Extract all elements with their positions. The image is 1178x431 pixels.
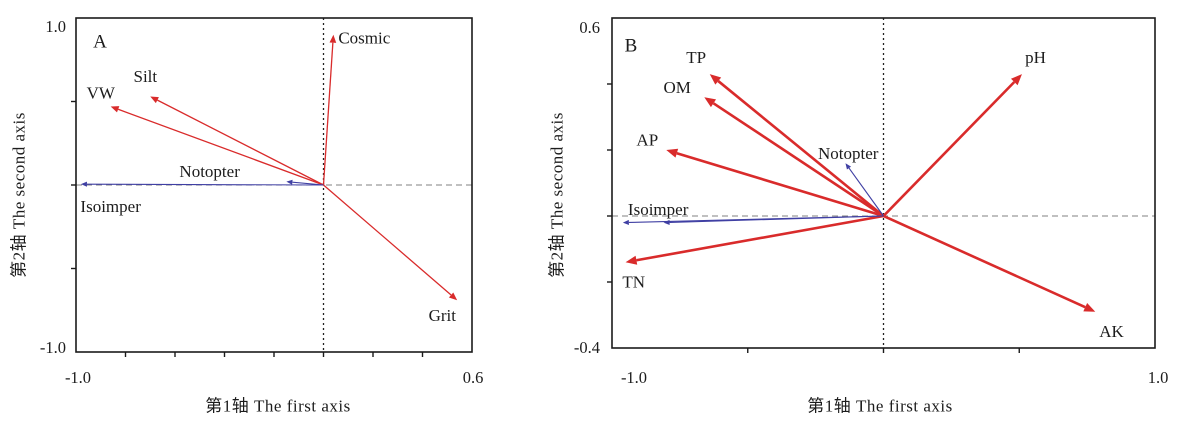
env-arrow-label-AK: AK — [1099, 322, 1124, 341]
env-arrow-head-AP — [666, 148, 679, 158]
species-arrow-shaft-Isoimper — [86, 183, 324, 186]
env-arrow-head-TP — [709, 74, 722, 85]
env-arrow-label-VW: VW — [87, 84, 116, 103]
panel-b-y-axis-title: 第2轴 The second axis — [547, 112, 567, 278]
panel-a-letter: A — [93, 31, 107, 53]
panel-a-y-axis-title: 第2轴 The second axis — [9, 112, 29, 278]
panel-b-ytick-top: 0.6 — [579, 17, 600, 37]
env-arrow-shaft-TN — [636, 214, 884, 262]
env-arrow-shaft-AK — [882, 214, 1086, 309]
env-arrow-label-OM: OM — [663, 78, 690, 97]
env-arrow-head-AK — [1083, 302, 1096, 312]
species-arrow-label-Notopter: Notopter — [179, 162, 240, 181]
species-arrow-shaft-Notopter — [848, 167, 884, 217]
panel-b-xtick-left: -1.0 — [620, 368, 648, 387]
panel-a-ytick-bottom: -1.0 — [39, 337, 66, 357]
panel-b-x-axis-title: 第1轴 The first axis — [807, 396, 953, 416]
env-arrow-head-TN — [625, 255, 638, 265]
env-arrow-head-pH — [1010, 74, 1022, 86]
env-arrow-label-TN: TN — [622, 273, 645, 292]
env-arrow-head-Cosmic — [329, 34, 337, 43]
env-arrow-shaft-pH — [882, 81, 1016, 217]
env-arrow-shaft-Silt — [157, 99, 324, 186]
env-arrow-label-Cosmic: Cosmic — [338, 29, 390, 48]
species-arrow-head-Notopter — [845, 163, 852, 170]
env-arrow-label-TP: TP — [686, 48, 706, 67]
species-arrow-shaft — [669, 215, 884, 223]
env-arrow-head-VW — [110, 106, 120, 113]
env-arrow-shaft-Grit — [323, 184, 452, 296]
panel-b-xtick-right: 1.0 — [1147, 368, 1169, 387]
env-arrow-head-Grit — [448, 292, 458, 301]
species-arrow-head — [663, 219, 670, 225]
panel-a-ytick-top: 1.0 — [45, 16, 66, 36]
species-arrow-label-Isoimper: Isoimper — [628, 200, 689, 219]
species-arrow-shaft-Notopter — [292, 181, 324, 186]
species-arrow-head-Isoimper — [622, 219, 629, 225]
panel-b-ytick-bottom: -0.4 — [573, 337, 600, 357]
env-arrow-label-Grit: Grit — [429, 306, 457, 325]
species-arrow-head-Notopter — [286, 179, 293, 185]
panel-a-xtick-right: 0.6 — [462, 368, 484, 387]
env-arrow-label-Silt: Silt — [133, 67, 157, 86]
env-arrow-shaft-VW — [117, 108, 324, 186]
species-arrow-head-Isoimper — [80, 181, 87, 187]
env-arrow-head-Silt — [150, 96, 159, 104]
env-arrow-shaft-AP — [676, 151, 884, 218]
env-arrow-shaft-OM — [712, 102, 885, 218]
species-arrow-label-Notopter: Notopter — [818, 144, 879, 163]
env-arrow-label-AP: AP — [636, 131, 658, 150]
env-arrow-label-pH: pH — [1025, 48, 1046, 67]
panel-b-letter: B — [624, 35, 638, 57]
species-arrow-label-Isoimper: Isoimper — [80, 197, 141, 216]
env-arrow-head-OM — [704, 97, 717, 108]
panel-a-x-axis-title: 第1轴 The first axis — [205, 396, 351, 416]
panel-a-xtick-left: -1.0 — [64, 368, 92, 387]
env-arrow-shaft-Cosmic — [322, 42, 334, 186]
env-arrow-shaft-TP — [717, 80, 885, 218]
